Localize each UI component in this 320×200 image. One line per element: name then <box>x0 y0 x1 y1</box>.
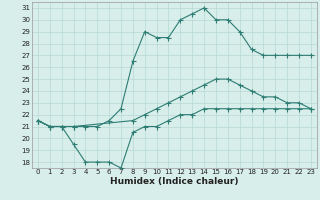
X-axis label: Humidex (Indice chaleur): Humidex (Indice chaleur) <box>110 177 239 186</box>
